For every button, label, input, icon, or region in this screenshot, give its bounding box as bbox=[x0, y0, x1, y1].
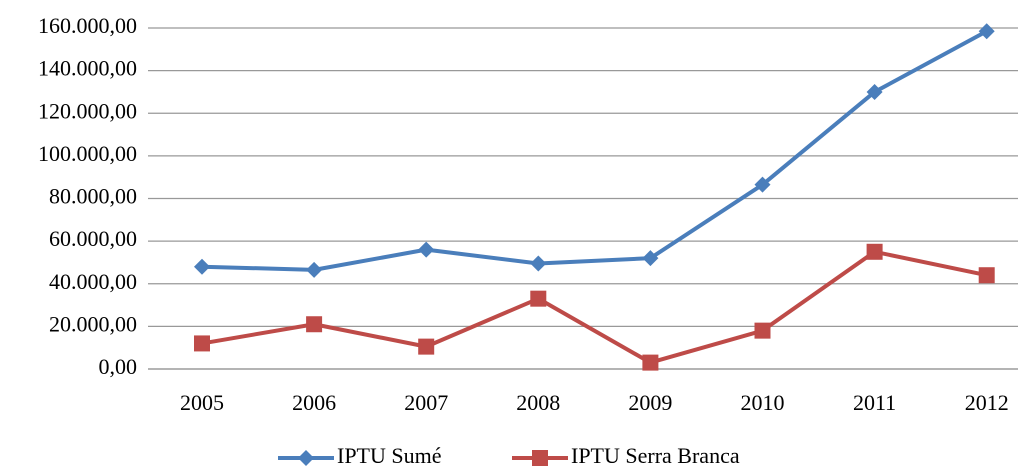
x-tick-label: 2012 bbox=[965, 390, 1009, 415]
legend-marker bbox=[532, 450, 548, 466]
y-tick-label: 120.000,00 bbox=[38, 98, 137, 123]
marker bbox=[866, 243, 883, 260]
marker bbox=[642, 250, 659, 267]
marker bbox=[866, 83, 883, 100]
y-tick-label: 80.000,00 bbox=[49, 184, 137, 209]
legend-marker bbox=[298, 450, 314, 466]
legend-label: IPTU Sumé bbox=[337, 443, 442, 468]
x-tick-label: 2006 bbox=[292, 390, 336, 415]
series-line bbox=[201, 249, 988, 365]
y-tick-label: 100.000,00 bbox=[38, 141, 137, 166]
x-tick-label: 2005 bbox=[180, 390, 224, 415]
marker bbox=[194, 335, 210, 352]
y-tick-label: 140.000,00 bbox=[38, 56, 137, 81]
marker bbox=[978, 267, 995, 284]
marker bbox=[306, 261, 323, 278]
y-tick-label: 160.000,00 bbox=[38, 13, 137, 38]
x-tick-label: 2007 bbox=[404, 390, 448, 415]
x-tick-label: 2010 bbox=[741, 390, 785, 415]
marker bbox=[530, 255, 547, 272]
marker bbox=[754, 176, 771, 193]
marker bbox=[642, 354, 659, 371]
marker bbox=[194, 258, 210, 275]
marker bbox=[754, 322, 771, 339]
marker bbox=[418, 241, 435, 258]
marker bbox=[418, 338, 435, 355]
marker bbox=[978, 23, 995, 40]
x-tick-label: 2008 bbox=[516, 390, 560, 415]
marker bbox=[530, 290, 547, 307]
marker bbox=[306, 316, 323, 333]
y-tick-label: 20.000,00 bbox=[49, 311, 137, 336]
x-tick-label: 2011 bbox=[853, 390, 896, 415]
y-tick-label: 40.000,00 bbox=[49, 269, 137, 294]
y-tick-label: 60.000,00 bbox=[49, 226, 137, 251]
x-tick-label: 2009 bbox=[628, 390, 672, 415]
series-line bbox=[201, 29, 988, 272]
y-tick-label: 0,00 bbox=[99, 354, 138, 379]
legend-label: IPTU Serra Branca bbox=[571, 443, 740, 468]
